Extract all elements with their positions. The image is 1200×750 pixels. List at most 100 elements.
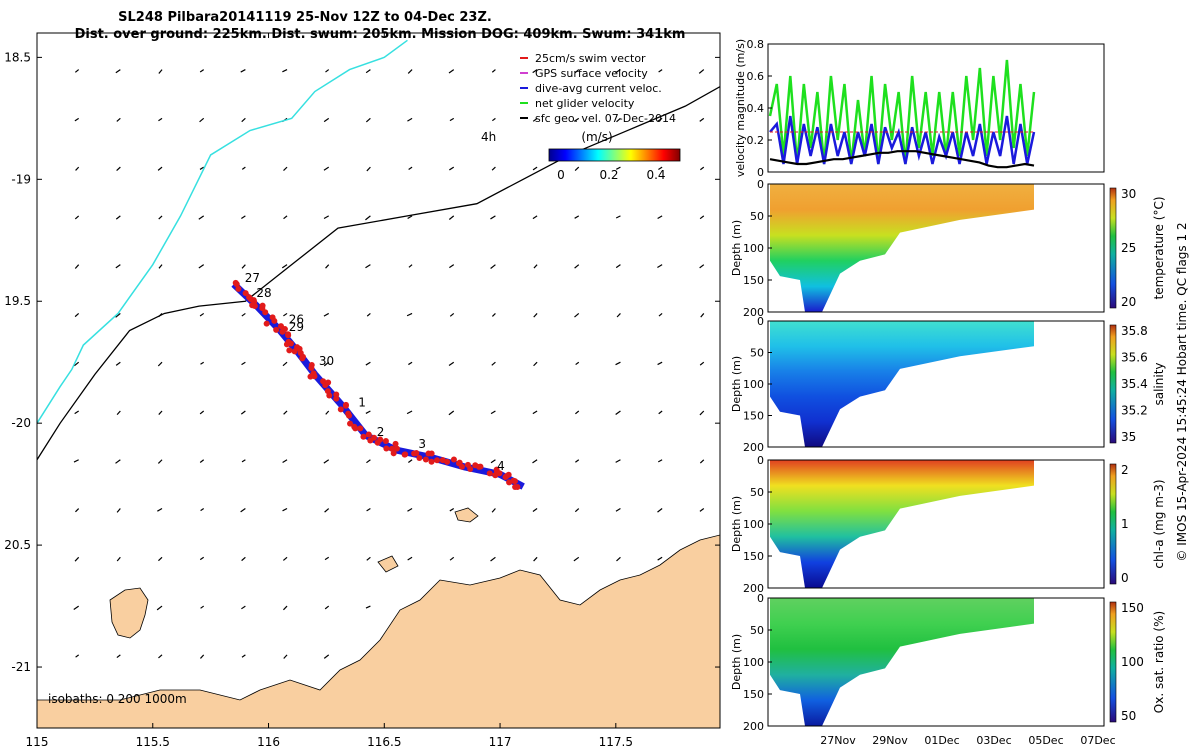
current-arrow	[75, 313, 79, 316]
section-colorbar	[1110, 602, 1116, 722]
current-arrow	[242, 362, 246, 364]
current-arrow	[534, 313, 537, 317]
current-arrow	[241, 216, 245, 219]
colorbar	[549, 149, 680, 161]
current-arrow	[159, 265, 162, 269]
isobath-1000m	[37, 87, 720, 460]
current-arrow	[574, 313, 578, 317]
current-arrow	[367, 167, 371, 171]
legend-label: sfc geo. vel. 07-Dec-2014	[535, 112, 676, 125]
current-arrow	[242, 460, 245, 462]
current-arrow	[366, 70, 370, 73]
current-arrow	[574, 557, 579, 561]
current-arrow	[616, 509, 620, 512]
y-tick-label: 50	[750, 210, 764, 223]
current-arrow	[117, 411, 120, 415]
y-tick-label: -21	[11, 660, 31, 674]
current-arrow	[324, 313, 329, 316]
current-arrow	[32, 655, 37, 659]
current-arrow	[33, 704, 37, 707]
colorbar-tick: 0	[557, 168, 565, 182]
colorbar-tick-label: 35.2	[1121, 404, 1148, 418]
y-tick-label: 150	[743, 410, 764, 423]
colorbar-label: Ox. sat. ratio (%)	[1152, 611, 1166, 713]
current-arrow	[75, 70, 78, 73]
track-swim-vector	[366, 432, 372, 438]
y-tick-label: 200	[743, 720, 764, 733]
current-arrow	[700, 216, 704, 219]
isobaths-note: isobaths: 0 200 1000m	[48, 692, 187, 706]
current-arrow	[283, 557, 287, 560]
current-arrow	[700, 265, 704, 268]
current-arrow	[200, 118, 204, 121]
map-panel: 27282629301234 115 115.5 116 116.5 117 117.5 …	[4, 33, 720, 749]
colorbar-tick-label: 0	[1121, 571, 1129, 585]
current-arrow	[450, 557, 454, 560]
y-tick-label: 0	[757, 315, 764, 328]
x-tick-label: 115.5	[136, 735, 170, 749]
current-arrow	[284, 411, 287, 414]
current-arrow	[32, 606, 37, 609]
current-arrow	[700, 411, 704, 415]
track-swim-vector	[343, 402, 349, 408]
current-arrow	[533, 509, 537, 512]
section-colorbar	[1110, 188, 1116, 308]
current-arrow	[200, 460, 204, 463]
current-arrow	[201, 606, 204, 608]
island	[110, 588, 148, 638]
section-data-fill	[770, 321, 1034, 447]
current-arrow	[33, 167, 37, 170]
current-arrow	[490, 216, 495, 219]
track-swim-vector	[360, 434, 366, 440]
current-arrow	[700, 460, 703, 463]
legend-label: GPS surface velocity	[535, 67, 648, 80]
current-arrow	[616, 216, 620, 218]
track-swim-vector	[487, 470, 493, 476]
track-swim-vector	[402, 451, 408, 457]
current-arrow	[116, 216, 120, 219]
section-colorbar	[1110, 464, 1116, 584]
current-arrow	[700, 362, 704, 365]
current-arrow	[367, 509, 371, 511]
track-swim-vector	[456, 460, 462, 466]
current-arrow	[199, 265, 204, 268]
colorbar-tick-label: 35.6	[1121, 351, 1148, 365]
y-tick-label: 100	[743, 518, 764, 531]
current-arrow	[326, 411, 329, 414]
section-temperature: 050100150200Depth (m)302520temperature (…	[730, 178, 1166, 319]
current-arrow	[158, 655, 162, 658]
current-arrow	[242, 265, 245, 269]
current-arrow	[534, 362, 538, 366]
current-arrow	[576, 362, 579, 364]
date-tick-label: 03Dec	[976, 734, 1011, 747]
current-arrow	[159, 411, 162, 415]
track-blue	[234, 284, 523, 486]
current-arrow	[283, 606, 287, 610]
current-arrow	[492, 509, 495, 513]
copyright-note: © IMOS 15-Apr-2024 15:45:24 Hobart time.…	[1175, 222, 1189, 561]
current-arrow	[116, 265, 121, 268]
current-arrow	[32, 411, 37, 413]
current-arrow	[117, 509, 120, 513]
current-arrow	[533, 216, 537, 219]
colorbar-tick-label: 35.4	[1121, 377, 1148, 391]
y-tick-label: -19	[11, 172, 31, 186]
current-arrow	[367, 557, 371, 560]
track-swim-vector	[338, 406, 344, 412]
x-tick-label: 116.5	[367, 735, 401, 749]
y-tick-label: 50	[750, 486, 764, 499]
current-arrow	[366, 118, 370, 122]
current-arrow	[492, 167, 495, 170]
track-swim-vector	[271, 318, 277, 324]
current-arrow	[575, 411, 578, 414]
track-swim-vector	[308, 365, 314, 371]
current-arrow	[326, 265, 329, 269]
current-arrow	[242, 313, 246, 316]
current-arrow	[617, 313, 620, 317]
track-swim-vector	[292, 348, 298, 354]
track-swim-vector	[333, 396, 339, 402]
x-tick-label: 117	[489, 735, 512, 749]
track-swim-vector	[465, 462, 471, 468]
day-label: 28	[256, 286, 271, 300]
current-arrow	[408, 70, 412, 74]
